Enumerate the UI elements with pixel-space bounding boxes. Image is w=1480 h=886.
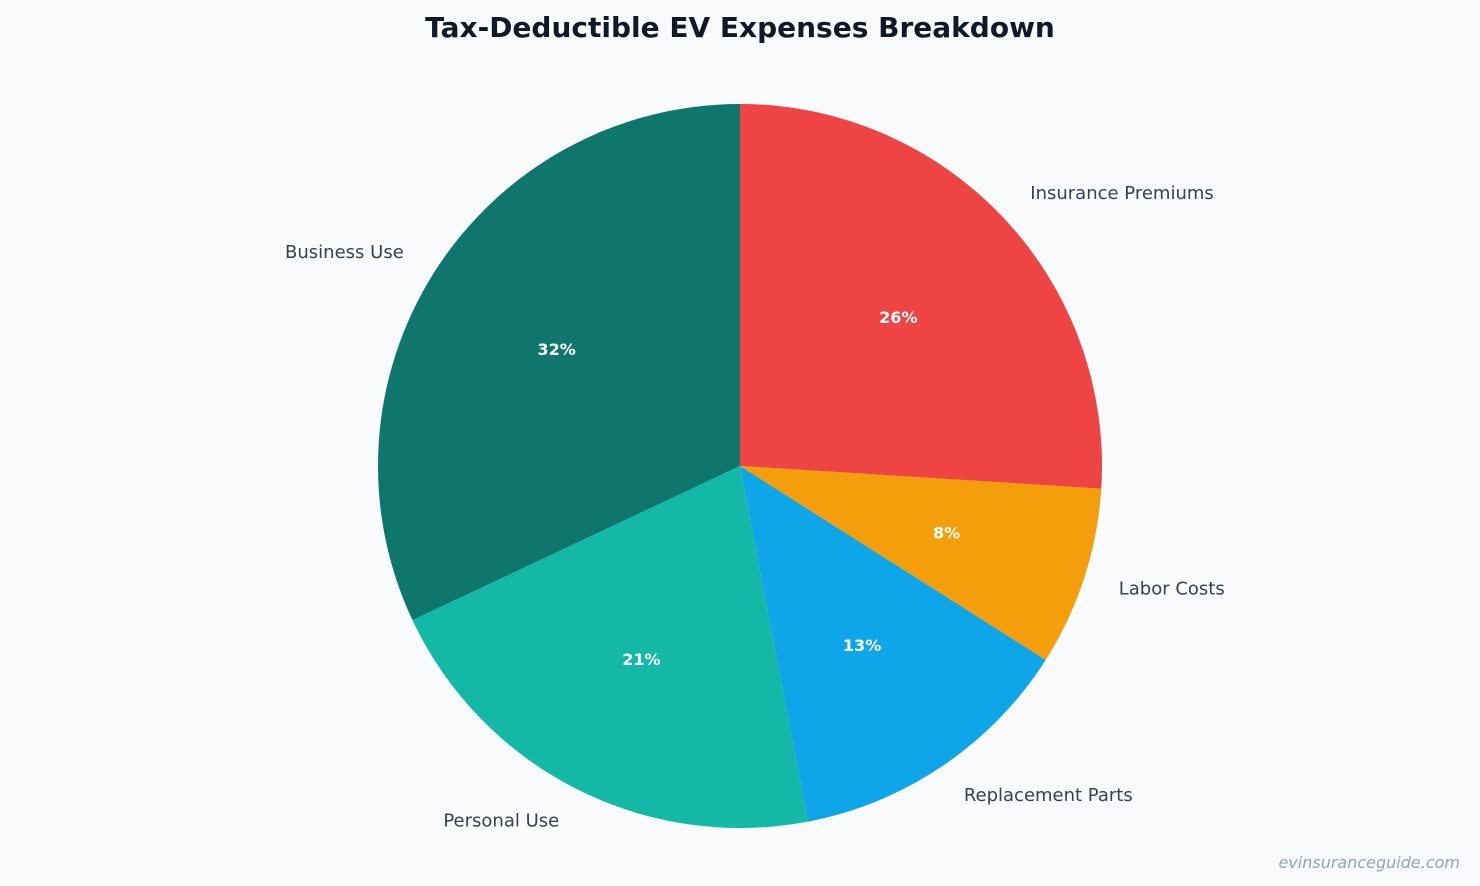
pie-slice-business-use: [378, 104, 740, 621]
slice-labels: Insurance Premiums Labor Costs Replacement…: [285, 183, 1225, 831]
slice-percent-personal-use: 21%: [622, 650, 660, 669]
pie-slice-replacement-parts: [740, 466, 1046, 822]
pie-slices: [378, 104, 1102, 828]
slice-percent-business-use: 32%: [537, 340, 575, 359]
chart-title: Tax-Deductible EV Expenses Breakdown: [425, 11, 1055, 44]
watermark: evinsuranceguide.com: [1278, 853, 1460, 872]
slice-label-personal-use: Personal Use: [443, 810, 559, 831]
slice-label-insurance-premiums: Insurance Premiums: [1030, 183, 1214, 204]
pie-slice-labor-costs: [740, 466, 1102, 660]
pie-slice-personal-use: [412, 466, 808, 828]
slice-percent-labels: 26% 8% 13% 21% 32%: [537, 308, 960, 669]
slice-label-business-use: Business Use: [285, 242, 404, 263]
slice-percent-insurance-premiums: 26%: [879, 308, 917, 327]
slice-percent-labor-costs: 8%: [933, 524, 960, 543]
slice-label-replacement-parts: Replacement Parts: [964, 785, 1133, 806]
pie-slice-insurance-premiums: [740, 104, 1102, 489]
slice-label-labor-costs: Labor Costs: [1119, 579, 1225, 600]
slice-percent-replacement-parts: 13%: [843, 636, 881, 655]
